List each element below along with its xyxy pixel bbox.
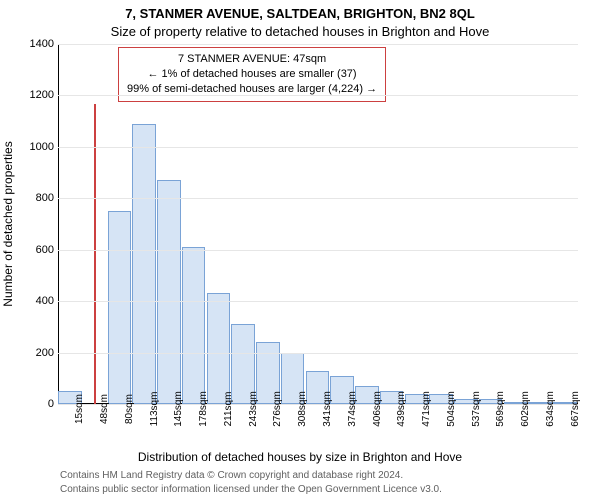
- y-tick-label: 800: [36, 192, 54, 204]
- x-tick-label: 276sqm: [272, 391, 283, 427]
- y-tick-label: 1000: [30, 141, 54, 153]
- annotation-line: ← 1% of detached houses are smaller (37): [127, 67, 377, 82]
- x-tick-label: 374sqm: [347, 391, 358, 427]
- x-tick-label: 341sqm: [322, 391, 333, 427]
- x-tick-label: 15sqm: [74, 394, 85, 424]
- annotation-box: 7 STANMER AVENUE: 47sqm← 1% of detached …: [118, 47, 386, 102]
- x-tick-label: 80sqm: [124, 394, 135, 424]
- x-tick-label: 602sqm: [520, 391, 531, 427]
- x-tick-label: 145sqm: [173, 391, 184, 427]
- credit-line-1: Contains HM Land Registry data © Crown c…: [60, 470, 403, 481]
- x-axis-label: Distribution of detached houses by size …: [0, 450, 600, 464]
- annotation-line: 7 STANMER AVENUE: 47sqm: [127, 52, 377, 67]
- y-tick-label: 1200: [30, 89, 54, 101]
- x-tick-label: 504sqm: [446, 391, 457, 427]
- chart-subtitle: Size of property relative to detached ho…: [0, 24, 600, 39]
- credit-line-2: Contains public sector information licen…: [60, 484, 442, 495]
- chart-title-address: 7, STANMER AVENUE, SALTDEAN, BRIGHTON, B…: [0, 6, 600, 21]
- y-tick-label: 400: [36, 295, 54, 307]
- x-tick-label: 537sqm: [471, 391, 482, 427]
- y-tick-label: 600: [36, 244, 54, 256]
- x-tick-label: 471sqm: [421, 391, 432, 427]
- histogram-bar: [182, 247, 206, 404]
- y-tick-label: 1400: [30, 38, 54, 50]
- x-tick-label: 634sqm: [545, 391, 556, 427]
- histogram-bar: [207, 293, 231, 404]
- x-tick-label: 569sqm: [495, 391, 506, 427]
- histogram-bar: [157, 180, 181, 404]
- x-tick-label: 406sqm: [372, 391, 383, 427]
- x-tick-label: 439sqm: [396, 391, 407, 427]
- plot-area: 7 STANMER AVENUE: 47sqm← 1% of detached …: [58, 44, 578, 404]
- x-tick-label: 243sqm: [248, 391, 259, 427]
- grid-line: [58, 147, 578, 148]
- y-tick-label: 200: [36, 347, 54, 359]
- grid-line: [58, 301, 578, 302]
- y-tick-label: 0: [48, 398, 54, 410]
- grid-line: [58, 198, 578, 199]
- annotation-line: 99% of semi-detached houses are larger (…: [127, 82, 377, 97]
- x-tick-label: 48sqm: [99, 394, 110, 424]
- histogram-bar: [108, 211, 132, 404]
- y-axis-line: [58, 44, 59, 404]
- grid-line: [58, 353, 578, 354]
- grid-line: [58, 44, 578, 45]
- x-tick-label: 308sqm: [297, 391, 308, 427]
- grid-line: [58, 250, 578, 251]
- x-tick-label: 211sqm: [223, 392, 234, 427]
- x-tick-label: 178sqm: [198, 391, 209, 427]
- annotation-marker: [94, 104, 96, 404]
- x-tick-label: 667sqm: [570, 391, 581, 427]
- y-axis-label: Number of detached properties: [1, 141, 15, 306]
- histogram-bar: [132, 124, 156, 404]
- x-tick-label: 113sqm: [149, 392, 160, 427]
- grid-line: [58, 95, 578, 96]
